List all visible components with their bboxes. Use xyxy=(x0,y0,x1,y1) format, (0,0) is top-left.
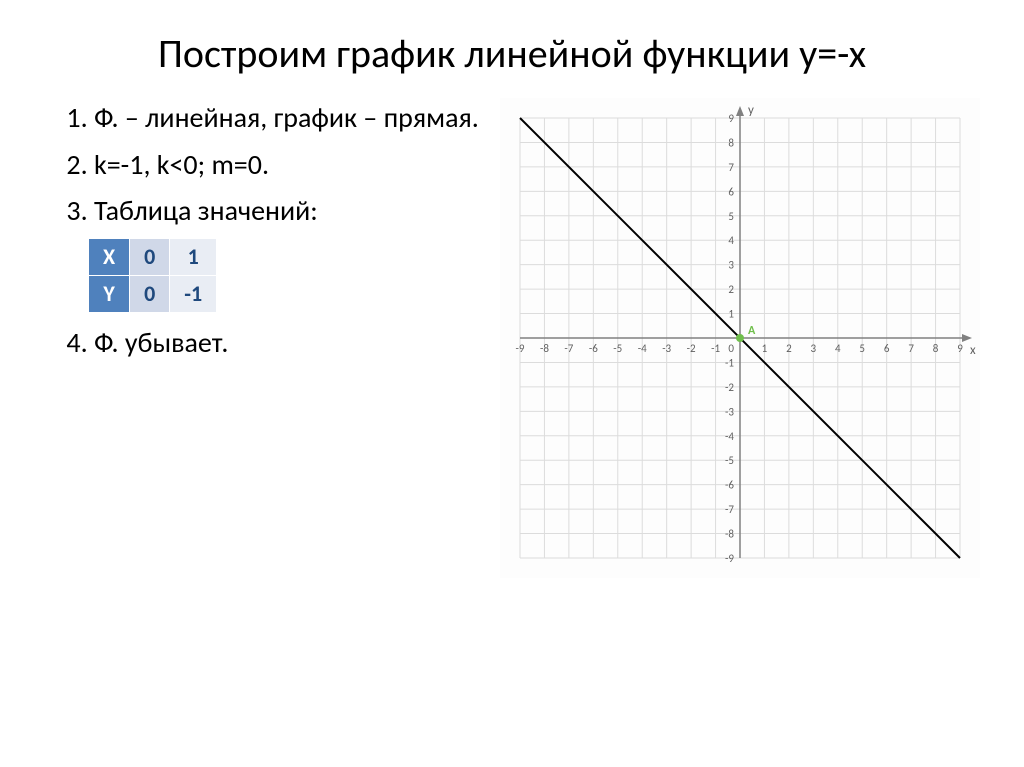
svg-text:-2: -2 xyxy=(725,381,734,394)
svg-text:-8: -8 xyxy=(725,528,734,541)
svg-text:-6: -6 xyxy=(725,479,734,492)
svg-text:5: 5 xyxy=(859,342,865,355)
svg-text:3: 3 xyxy=(728,259,734,272)
svg-text:1: 1 xyxy=(728,308,734,321)
table-cell: 0 xyxy=(130,275,170,312)
svg-text:6: 6 xyxy=(728,185,734,198)
svg-text:A: A xyxy=(748,324,756,338)
table-cell: -1 xyxy=(170,275,217,312)
svg-text:4: 4 xyxy=(728,234,734,247)
svg-text:6: 6 xyxy=(884,342,890,355)
svg-text:5: 5 xyxy=(728,210,734,223)
table-cell: 1 xyxy=(170,238,217,275)
svg-text:-4: -4 xyxy=(725,430,734,443)
list-item-1: Ф. – линейная, график – прямая. xyxy=(94,98,490,139)
svg-text:3: 3 xyxy=(811,342,817,355)
svg-text:-1: -1 xyxy=(725,356,734,369)
page-title: Построим график линейной функции y=-x xyxy=(50,30,974,78)
list-item-2: k=-1, k<0; m=0. xyxy=(94,145,490,186)
list-item-4: Ф. убывает. xyxy=(94,323,490,364)
svg-text:-4: -4 xyxy=(638,342,647,355)
svg-text:-7: -7 xyxy=(725,503,734,516)
svg-text:0: 0 xyxy=(728,342,734,355)
value-table: X 0 1 Y 0 -1 xyxy=(88,238,217,313)
svg-text:1: 1 xyxy=(762,342,768,355)
svg-text:9: 9 xyxy=(957,342,963,355)
svg-text:7: 7 xyxy=(908,342,914,355)
svg-text:x: x xyxy=(970,343,976,358)
svg-text:2: 2 xyxy=(786,342,792,355)
svg-text:-5: -5 xyxy=(725,454,734,467)
svg-text:-7: -7 xyxy=(564,342,573,355)
svg-text:-6: -6 xyxy=(589,342,598,355)
function-chart: -9 -8 -7 -6 -5 -4 -3 -2 -1 1 2 3 4 5 6 7 8 9 -9 -8 -7 -6 -5 -4 -… xyxy=(500,98,980,578)
svg-text:8: 8 xyxy=(728,136,734,149)
svg-text:4: 4 xyxy=(835,342,841,355)
svg-text:8: 8 xyxy=(933,342,939,355)
svg-text:2: 2 xyxy=(728,283,734,296)
table-y-label: Y xyxy=(89,275,130,312)
svg-text:-3: -3 xyxy=(725,405,734,418)
svg-text:-8: -8 xyxy=(540,342,549,355)
svg-text:y: y xyxy=(748,103,754,118)
svg-text:-9: -9 xyxy=(725,552,734,565)
svg-text:-9: -9 xyxy=(516,342,525,355)
list-item-3: Таблица значений: xyxy=(94,191,490,232)
svg-text:-2: -2 xyxy=(687,342,696,355)
svg-text:-5: -5 xyxy=(613,342,622,355)
svg-text:-3: -3 xyxy=(662,342,671,355)
table-cell: 0 xyxy=(130,238,170,275)
table-x-label: X xyxy=(89,238,130,275)
svg-text:-1: -1 xyxy=(711,342,720,355)
svg-text:7: 7 xyxy=(728,161,734,174)
svg-text:9: 9 xyxy=(728,112,734,125)
